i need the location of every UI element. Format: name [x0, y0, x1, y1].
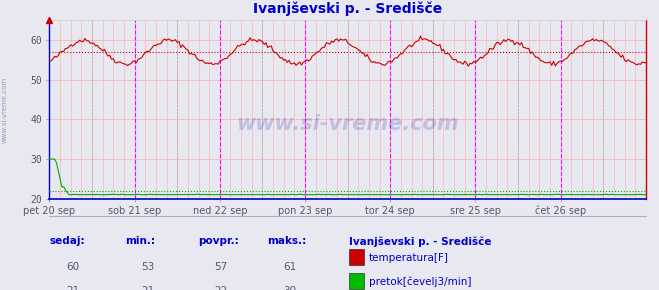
Text: 61: 61 [283, 262, 297, 272]
Text: povpr.:: povpr.: [198, 236, 239, 246]
Text: Ivanjševski p. - Središče: Ivanjševski p. - Središče [349, 236, 492, 247]
Text: min.:: min.: [125, 236, 156, 246]
Text: 22: 22 [214, 286, 227, 290]
Text: 21: 21 [142, 286, 155, 290]
Text: 57: 57 [214, 262, 227, 272]
Title: Ivanjševski p. - Središče: Ivanjševski p. - Središče [253, 2, 442, 16]
Text: pretok[čevelj3/min]: pretok[čevelj3/min] [369, 276, 472, 287]
Text: temperatura[F]: temperatura[F] [369, 253, 449, 263]
Text: 53: 53 [142, 262, 155, 272]
Text: www.si-vreme.com: www.si-vreme.com [237, 114, 459, 134]
Text: sedaj:: sedaj: [49, 236, 85, 246]
Text: 30: 30 [283, 286, 297, 290]
Text: 60: 60 [66, 262, 79, 272]
Text: www.si-vreme.com: www.si-vreme.com [2, 77, 8, 143]
Text: 21: 21 [66, 286, 79, 290]
Text: maks.:: maks.: [267, 236, 306, 246]
